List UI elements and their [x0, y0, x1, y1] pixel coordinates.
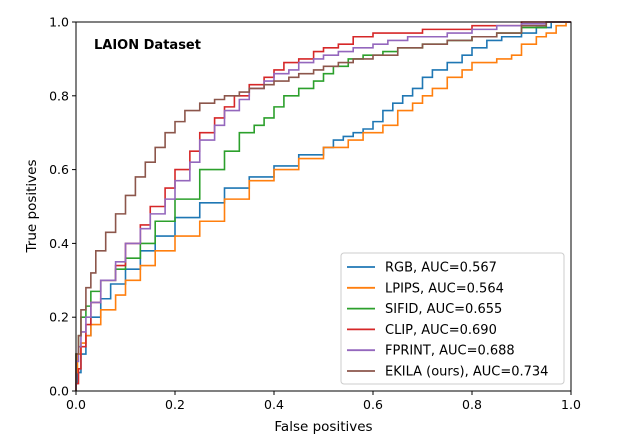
x-tick-label-4: 0.8 — [462, 397, 482, 412]
y-axis-ticks: 0.0 0.2 0.4 0.6 0.8 1.0 — [49, 15, 76, 399]
x-axis-label: False positives — [274, 419, 372, 435]
y-tick-label-1: 0.2 — [49, 310, 69, 325]
y-axis-label: True positives — [24, 160, 40, 254]
legend-label-5: EKILA (ours), AUC=0.734 — [385, 365, 548, 380]
y-tick-label-2: 0.4 — [49, 236, 69, 251]
legend-label-0: RGB, AUC=0.567 — [385, 261, 497, 276]
chart-annotation: LAION Dataset — [94, 38, 201, 53]
x-tick-label-2: 0.4 — [264, 397, 284, 412]
y-tick-label-0: 0.0 — [49, 384, 69, 399]
x-tick-label-3: 0.6 — [363, 397, 383, 412]
x-tick-label-5: 1.0 — [561, 397, 581, 412]
x-axis-ticks: 0.0 0.2 0.4 0.6 0.8 1.0 — [66, 391, 581, 412]
plot-frame — [75, 21, 572, 392]
series-line-1 — [75, 21, 571, 391]
legend: RGB, AUC=0.567 LPIPS, AUC=0.564 SIFID, AUC… — [340, 252, 565, 385]
legend-label-2: SIFID, AUC=0.655 — [385, 302, 502, 317]
legend-label-3: CLIP, AUC=0.690 — [385, 323, 497, 338]
series-line-4 — [75, 21, 571, 391]
x-tick-label-1: 0.2 — [165, 397, 185, 412]
legend-label-4: FPRINT, AUC=0.688 — [385, 344, 515, 359]
legend-box — [340, 252, 565, 385]
y-tick-label-4: 0.8 — [49, 88, 69, 103]
series-line-5 — [75, 21, 571, 391]
plot-lines — [75, 21, 571, 391]
x-tick-label-0: 0.0 — [66, 397, 86, 412]
series-line-0 — [75, 21, 571, 391]
legend-label-1: LPIPS, AUC=0.564 — [385, 281, 504, 296]
y-tick-label-3: 0.6 — [49, 162, 69, 177]
y-tick-label-5: 1.0 — [49, 15, 69, 30]
